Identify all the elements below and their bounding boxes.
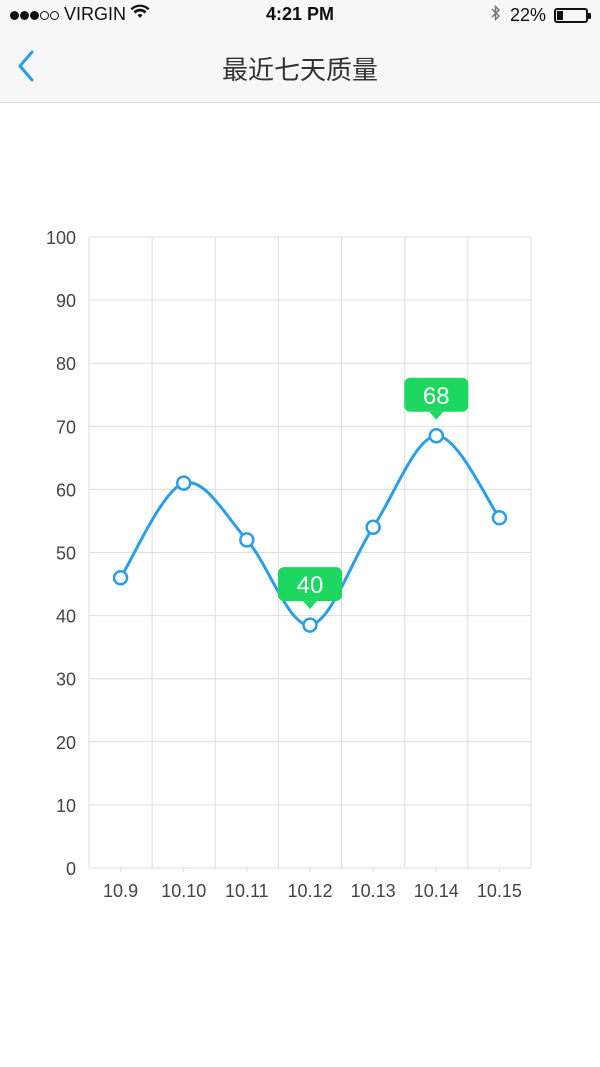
carrier-name: VIRGIN (64, 4, 127, 24)
y-tick-label: 10 (56, 796, 76, 816)
wifi-icon (130, 4, 150, 25)
signal-strength-icon (10, 4, 60, 25)
navigation-bar: 最近七天质量 (0, 30, 600, 103)
value-tooltip-label: 68 (423, 383, 450, 410)
value-tooltip-pointer (429, 411, 444, 420)
x-tick-label: 10.9 (103, 881, 138, 901)
y-tick-label: 70 (56, 417, 76, 437)
data-point (302, 617, 318, 633)
signal-dot (40, 11, 49, 20)
data-point (428, 428, 445, 444)
data-point (365, 519, 381, 536)
y-tick-label: 50 (56, 544, 76, 564)
data-point (239, 532, 255, 548)
quality-line-chart-container: 0 10 20 30 40 50 60 70 80 90 100 10.9 10.10 10.11 10.1… (0, 102, 600, 1002)
x-tick-label: 10.14 (414, 881, 459, 901)
status-bar: VIRGIN 4:21 PM 22% (0, 0, 600, 30)
bluetooth-icon (490, 4, 502, 27)
x-tick-label: 10.11 (225, 881, 269, 901)
y-tick-label: 60 (56, 480, 76, 500)
value-tooltip-label: 40 (297, 572, 324, 599)
y-tick-label: 40 (56, 607, 76, 627)
data-point (175, 475, 192, 491)
battery-level-fill (557, 11, 564, 20)
x-tick-label: 10.12 (287, 881, 332, 901)
data-point (112, 569, 129, 586)
signal-dot (50, 11, 59, 20)
page-title: 最近七天质量 (221, 55, 378, 85)
value-tooltip-bubble (404, 377, 469, 412)
y-tick-label: 90 (56, 291, 76, 311)
battery-icon (554, 8, 591, 23)
signal-dot (10, 11, 19, 20)
y-tick-label: 0 (66, 859, 76, 879)
status-time: 4:21 PM (265, 4, 335, 24)
y-tick-label: 100 (46, 228, 76, 248)
back-button[interactable] (8, 44, 52, 88)
y-tick-label: 30 (56, 670, 76, 690)
battery-percentage: 22% (509, 5, 546, 25)
y-tick-label: 80 (56, 354, 76, 374)
quality-line-chart: 0 10 20 30 40 50 60 70 80 90 100 10.9 10.10 10.11 10.1… (46, 228, 532, 901)
data-point (491, 510, 508, 526)
status-right: 22% (490, 4, 591, 27)
x-tick-label: 10.15 (477, 881, 522, 901)
x-tick-label: 10.10 (161, 881, 206, 901)
status-left: VIRGIN (10, 4, 150, 25)
value-tooltip-bubble (278, 567, 342, 602)
y-tick-label: 20 (56, 733, 76, 753)
value-tooltip-pointer (303, 601, 317, 610)
signal-dot (20, 11, 29, 20)
signal-dot (30, 11, 39, 20)
chevron-left-icon (18, 50, 34, 82)
x-tick-label: 10.13 (351, 881, 396, 901)
